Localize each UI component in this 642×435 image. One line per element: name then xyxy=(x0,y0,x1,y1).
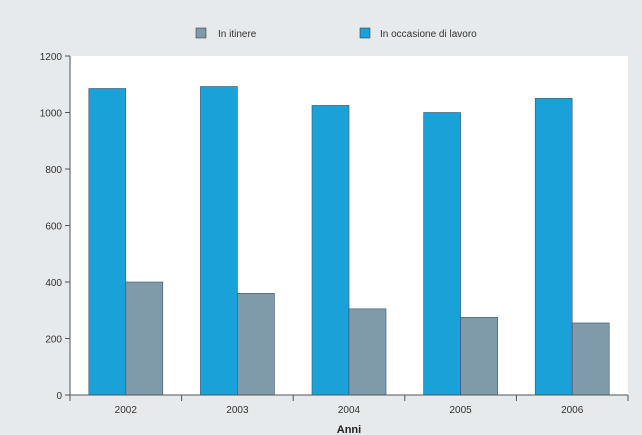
y-tick-label-400: 400 xyxy=(45,278,62,289)
bar-in-itinere-2002 xyxy=(125,281,164,396)
y-tick-label-0: 0 xyxy=(56,391,62,402)
y-tick-label-1000: 1000 xyxy=(40,109,63,120)
y-tick-label-600: 600 xyxy=(45,222,62,233)
legend: In itinere In occasione di lavoro xyxy=(195,27,477,40)
bar-in-itinere-2006 xyxy=(571,322,610,396)
bars-group xyxy=(88,86,610,396)
x-axis-title: Anni xyxy=(337,424,361,435)
legend-swatch-in-occasione-di-lavoro xyxy=(359,27,371,39)
legend-label-in-itinere: In itinere xyxy=(218,29,257,40)
x-tick-label-2005: 2005 xyxy=(449,405,472,416)
x-tick-label-2002: 2002 xyxy=(115,405,138,416)
bar-in-occasione-di-lavoro-2003 xyxy=(200,86,238,396)
legend-swatch-in-itinere xyxy=(195,27,207,39)
y-tick-label-800: 800 xyxy=(45,165,62,176)
bar-in-itinere-2004 xyxy=(348,308,387,396)
bar-in-occasione-di-lavoro-2005 xyxy=(423,112,461,396)
bar-in-occasione-di-lavoro-2004 xyxy=(311,105,350,396)
bar-in-itinere-2003 xyxy=(237,292,275,396)
bar-in-occasione-di-lavoro-2002 xyxy=(88,88,127,396)
x-tick-label-2006: 2006 xyxy=(561,405,584,416)
legend-label-in-occasione-di-lavoro: In occasione di lavoro xyxy=(380,29,477,40)
y-tick-label-1200: 1200 xyxy=(40,52,63,63)
bar-in-itinere-2005 xyxy=(460,317,498,396)
axes-group: 0 200 400 600 800 1000 1200 2002 2003 2004 2005 200… xyxy=(40,52,629,416)
y-tick-label-200: 200 xyxy=(45,335,62,346)
x-tick-label-2004: 2004 xyxy=(338,405,361,416)
bar-in-occasione-di-lavoro-2006 xyxy=(534,98,573,396)
x-tick-label-2003: 2003 xyxy=(226,405,249,416)
